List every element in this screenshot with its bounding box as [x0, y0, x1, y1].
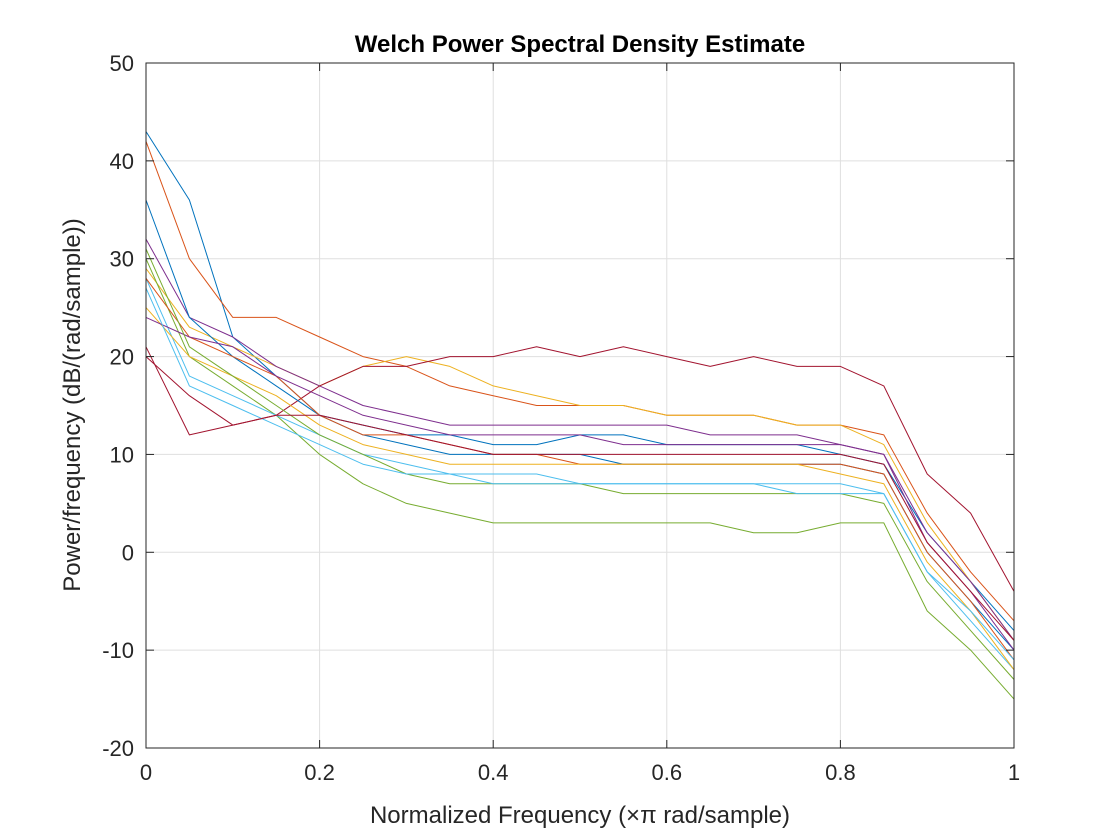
y-tick-label: 10 — [110, 442, 134, 467]
x-tick-label: 0.8 — [825, 760, 856, 785]
series-line-11 — [145, 316, 1015, 651]
series-line-5 — [145, 258, 1015, 700]
series-line-10 — [145, 307, 1015, 670]
y-axis-label: Power/frequency (dB/(rad/sample)) — [59, 218, 86, 591]
y-tick-label: -20 — [102, 736, 134, 761]
x-axis-label: Normalized Frequency (×π rad/sample) — [370, 802, 790, 829]
y-tick-label: 20 — [110, 345, 134, 370]
y-tick-label: 40 — [110, 149, 134, 174]
y-tick-label: 50 — [110, 51, 134, 76]
y-tick-labels: -20 -10 0 10 20 30 40 50 — [102, 51, 134, 761]
plot-frame — [145, 62, 1015, 749]
x-tick-label: 0.6 — [652, 760, 683, 785]
y-tick-label: -10 — [102, 638, 134, 663]
series-lines — [145, 131, 1015, 700]
y-tick-label: 0 — [122, 540, 134, 565]
x-tick-label: 0.2 — [304, 760, 335, 785]
series-line-13 — [145, 287, 1015, 661]
series-line-14 — [145, 356, 1015, 641]
y-tick-label: 30 — [110, 247, 134, 272]
x-tick-label: 1 — [1008, 760, 1020, 785]
x-tick-label: 0 — [140, 760, 152, 785]
x-tick-label: 0.4 — [478, 760, 509, 785]
x-tick-labels: 0 0.2 0.4 0.6 0.8 1 — [140, 760, 1020, 785]
chart-title: Welch Power Spectral Density Estimate — [355, 31, 805, 58]
tick-marks — [145, 62, 1015, 749]
